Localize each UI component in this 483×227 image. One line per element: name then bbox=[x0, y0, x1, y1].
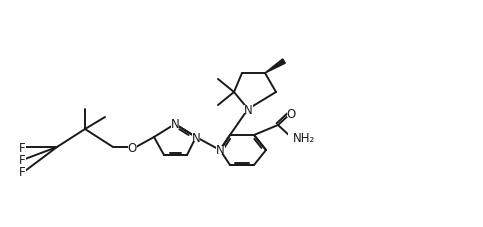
Bar bbox=[215, 146, 225, 154]
Bar bbox=[18, 168, 26, 175]
Bar bbox=[18, 144, 26, 151]
Bar bbox=[192, 133, 200, 141]
Bar bbox=[171, 121, 179, 128]
Text: N: N bbox=[192, 131, 200, 144]
Text: N: N bbox=[170, 118, 179, 131]
Bar bbox=[243, 106, 253, 114]
Bar bbox=[288, 133, 306, 141]
Text: N: N bbox=[215, 144, 225, 157]
Text: N: N bbox=[243, 103, 253, 116]
Bar bbox=[128, 143, 137, 151]
Text: O: O bbox=[286, 107, 296, 120]
Text: NH₂: NH₂ bbox=[293, 131, 315, 144]
Text: F: F bbox=[19, 141, 25, 154]
Text: F: F bbox=[19, 153, 25, 166]
Text: O: O bbox=[128, 141, 137, 154]
Polygon shape bbox=[265, 60, 285, 74]
Bar bbox=[18, 156, 26, 163]
Bar bbox=[286, 109, 296, 118]
Text: F: F bbox=[19, 165, 25, 178]
